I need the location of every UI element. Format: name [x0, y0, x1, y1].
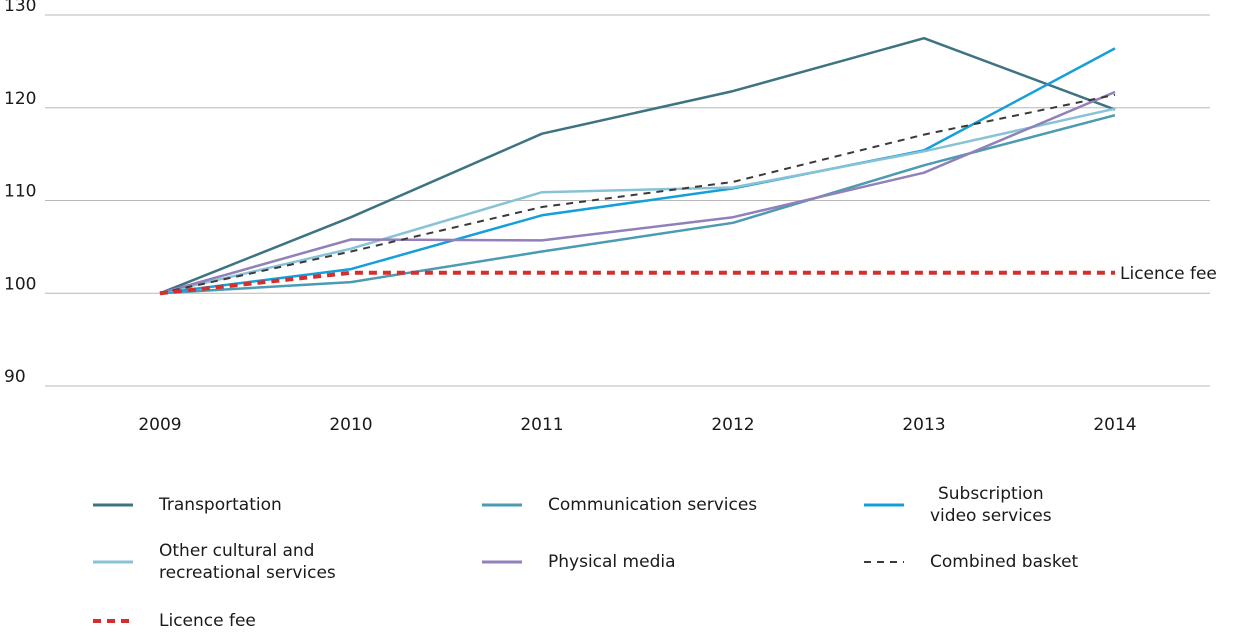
x-tick-label: 2011	[520, 415, 563, 435]
series-line-communication-services	[159, 113, 1116, 295]
y-tick-label: 110	[4, 182, 36, 202]
y-tick-label: 100	[4, 274, 36, 294]
x-tick-label: 2014	[1093, 415, 1136, 435]
series-line-subscription-video-services	[159, 47, 1116, 295]
x-tick-label: 2012	[711, 415, 754, 435]
annotation-label: Licence fee	[1120, 264, 1217, 284]
series-line-other-cultural-and-recreational-services	[159, 107, 1116, 295]
x-tick-label: 2013	[902, 415, 945, 435]
series-line-licence-fee	[159, 270, 1115, 296]
y-tick-label: 120	[4, 89, 36, 109]
y-tick-label: 130	[4, 0, 36, 16]
y-tick-label: 90	[4, 367, 26, 387]
x-tick-label: 2010	[329, 415, 372, 435]
series-line-physical-media	[159, 90, 1116, 295]
series-line-combined-basket	[159, 93, 1116, 295]
series-line-transportation	[159, 36, 1116, 295]
x-tick-label: 2009	[138, 415, 181, 435]
